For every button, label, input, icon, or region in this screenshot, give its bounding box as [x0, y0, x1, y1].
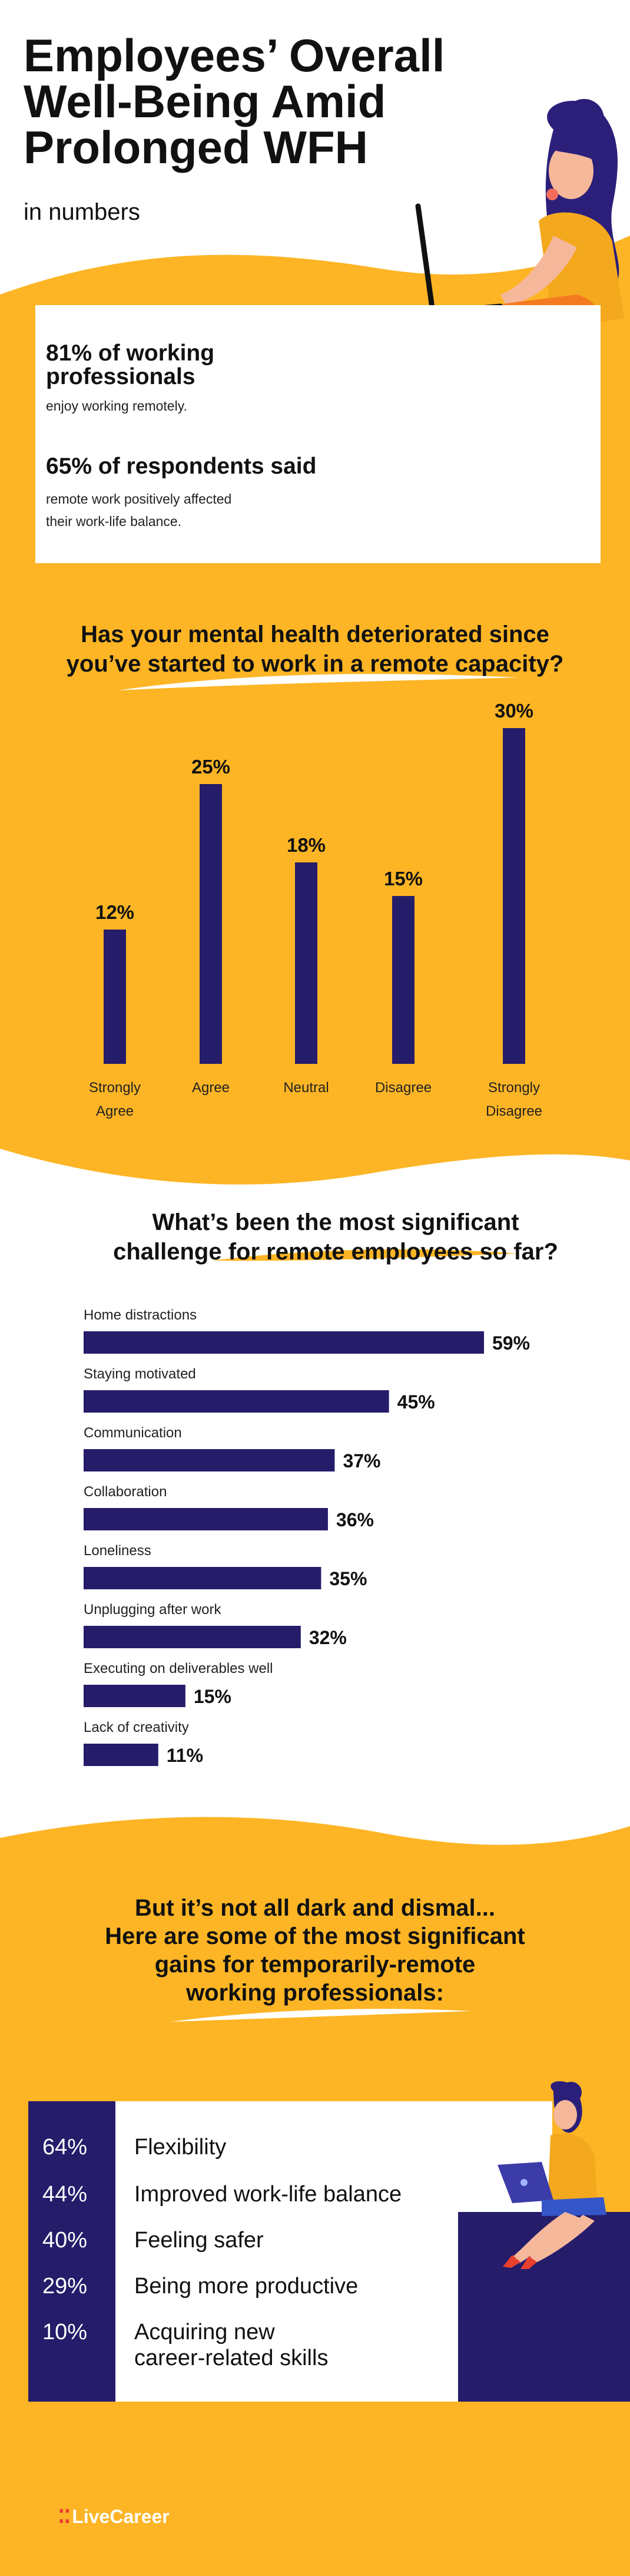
gains-percent-column: [28, 2101, 115, 2402]
bar-value-label: 45%: [397, 1391, 435, 1413]
bar: [295, 862, 317, 1064]
stat-headline: 81% of working professionals: [46, 340, 215, 389]
arm-icon: [500, 236, 577, 306]
bar: [200, 784, 222, 1064]
gain-label: Feeling safer: [134, 2228, 264, 2253]
bar-value-label: 18%: [287, 834, 326, 856]
gain-item: 29% Being more productive: [28, 2269, 552, 2304]
bar-value-label: 15%: [384, 868, 423, 889]
page-subtitle: in numbers: [24, 199, 140, 225]
leg-icon: [513, 2212, 580, 2263]
category-label: Lack of creativity: [84, 1719, 189, 1735]
category-label: Disagree: [375, 1080, 432, 1096]
category-label: Collaboration: [84, 1484, 167, 1500]
category-label: Executing on deliverables well: [84, 1661, 273, 1676]
bar: [84, 1449, 335, 1471]
chart-title: Has your mental health deteriorated sinc…: [66, 621, 564, 677]
section-wave-bottom: [0, 1149, 630, 1190]
bar: [84, 1744, 158, 1766]
stat-headline: 65% of respondents said: [46, 454, 317, 479]
gain-label: Flexibility: [134, 2135, 227, 2160]
gain-percent: 40%: [42, 2228, 88, 2253]
bar: [503, 728, 525, 1064]
bar: [84, 1567, 321, 1589]
bar: [84, 1331, 484, 1354]
bar-value-label: 11%: [167, 1745, 203, 1766]
bar-value-label: 15%: [194, 1686, 231, 1707]
gain-label: Acquiring new career-related skills: [134, 2320, 329, 2370]
laptop-icon: [415, 203, 450, 315]
gain-percent: 64%: [42, 2135, 88, 2160]
stat-detail: remote work positively affected their wo…: [46, 491, 232, 529]
page-title: Employees’ Overall Well-Being Amid Prolo…: [24, 32, 553, 170]
shoe-icon: [503, 2255, 520, 2268]
livecareer-dots-icon: ⁚⁚: [58, 2506, 71, 2527]
title-underline-swoosh: [171, 2009, 471, 2022]
bar-value-label: 37%: [343, 1450, 380, 1471]
category-label: Neutral: [283, 1080, 329, 1096]
title-highlight-swoosh: [212, 1249, 518, 1261]
livecareer-logo: ⁚⁚ LiveCareer: [58, 2505, 170, 2528]
face-icon: [549, 143, 593, 199]
gain-item: 64% Flexibility: [28, 2129, 552, 2165]
mental-health-bar-chart: 12% Strongly Agree 25% Agree 18% Neutral 15% Dis…: [89, 700, 542, 1119]
bar: [84, 1626, 301, 1648]
mental-health-section: Has your mental health deteriorated sinc…: [0, 566, 630, 1190]
gain-item: 44% Improved work-life balance: [28, 2177, 552, 2212]
bar-value-label: 35%: [329, 1568, 367, 1589]
chart-title: What’s been the most significant challen…: [113, 1209, 558, 1265]
bar-value-label: 12%: [95, 901, 134, 923]
category-label: Strongly: [488, 1080, 540, 1096]
category-label: Home distractions: [84, 1307, 197, 1323]
category-label: Staying motivated: [84, 1366, 196, 1382]
page-title-line: Well-Being Amid: [24, 75, 386, 127]
category-label: Unplugging after work: [84, 1602, 221, 1618]
category-label: Loneliness: [84, 1543, 151, 1559]
gain-percent: 29%: [42, 2274, 88, 2299]
gain-item: 10% Acquiring new career-related skills: [28, 2314, 552, 2373]
shirt-icon: [548, 2133, 598, 2209]
face-icon: [553, 2100, 577, 2129]
gain-percent: 44%: [42, 2182, 88, 2207]
bar: [84, 1685, 185, 1707]
bar: [392, 896, 415, 1064]
gain-percent: 10%: [42, 2320, 88, 2344]
bar-value-label: 59%: [492, 1332, 530, 1354]
stat-detail: enjoy working remotely.: [46, 398, 187, 414]
stats-card: 81% of working professionals enjoy worki…: [35, 305, 601, 563]
gains-title: But it’s not all dark and dismal... Here…: [105, 1895, 525, 2006]
title-underline-swoosh: [118, 674, 518, 690]
woman-sitting-with-laptop-illustration: [498, 2081, 606, 2269]
bar: [104, 930, 126, 1064]
category-label: Agree: [192, 1080, 230, 1096]
category-label: Strongly: [89, 1080, 141, 1096]
bar: [84, 1390, 389, 1413]
category-label: Disagree: [486, 1103, 542, 1119]
category-label: Agree: [96, 1103, 134, 1119]
gain-item: 40% Feeling safer: [28, 2223, 552, 2258]
bar-value-label: 25%: [191, 756, 230, 778]
challenges-bar-chart: Home distractions 59% Staying motivated 45%…: [84, 1307, 530, 1766]
bar-value-label: 30%: [495, 700, 533, 722]
gain-label: Being more productive: [134, 2274, 359, 2299]
category-label: Communication: [84, 1425, 182, 1441]
bar-value-label: 36%: [336, 1509, 374, 1530]
gain-label: Improved work-life balance: [134, 2182, 402, 2207]
page-title-line: Prolonged WFH: [24, 121, 368, 173]
logo-text: LiveCareer: [72, 2506, 170, 2527]
page-title-line: Employees’ Overall: [24, 29, 445, 81]
bar: [84, 1508, 328, 1530]
bar-value-label: 32%: [309, 1627, 347, 1648]
